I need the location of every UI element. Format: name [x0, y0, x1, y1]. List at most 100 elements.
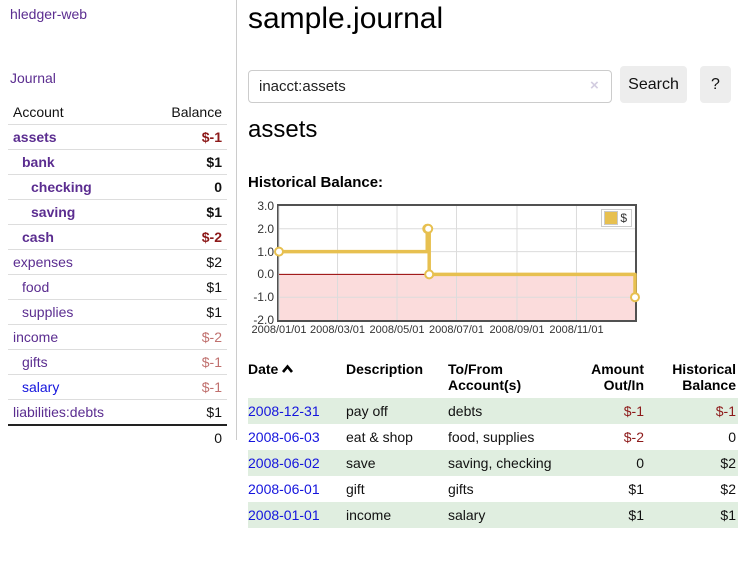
transaction-amount: 0	[636, 455, 644, 471]
amount-column-header: Amount Out/In	[591, 361, 644, 393]
y-tick-label: 3.0	[257, 199, 274, 213]
account-balance: $-1	[144, 374, 227, 400]
accounts-column-header: To/From Account(s)	[448, 361, 522, 393]
total-balance: 0	[144, 424, 227, 450]
transaction-accounts: saving, checking	[448, 455, 552, 471]
account-row: liabilities:debts $1	[8, 399, 227, 425]
clear-search-icon[interactable]: ×	[590, 77, 599, 94]
transaction-row: 2008-01-01 income salary $1 $1	[248, 502, 738, 528]
account-column-header: Account	[13, 104, 64, 120]
transaction-description: gift	[346, 481, 365, 497]
x-tick-label: 2008/11/01	[549, 324, 604, 336]
account-row: assets $-1	[8, 124, 227, 150]
transaction-balance: 0	[728, 429, 736, 445]
account-row: saving $1	[8, 199, 227, 225]
help-button[interactable]: ?	[700, 66, 731, 103]
account-balance: $2	[144, 249, 227, 275]
main-content: sample.journal × Search ? assets Histori…	[248, 0, 742, 582]
account-link[interactable]: expenses	[13, 254, 73, 270]
account-row: salary $-1	[8, 374, 227, 400]
transaction-row: 2008-12-31 pay off debts $-1 $-1	[248, 398, 738, 424]
transaction-date-link[interactable]: 2008-01-01	[248, 507, 320, 523]
search-input[interactable]	[248, 70, 612, 103]
accounts-table: Account Balance assets $-1 bank $1 check…	[8, 100, 227, 450]
x-tick-label: 2008/09/01	[489, 324, 545, 336]
description-column-header: Description	[346, 361, 424, 377]
date-header-label: Date	[248, 361, 279, 377]
transaction-amount: $-1	[623, 403, 644, 419]
x-tick-label: 2008/07/01	[428, 324, 485, 336]
account-link[interactable]: checking	[31, 179, 92, 195]
transaction-amount: $-2	[623, 429, 644, 445]
chart-canvas	[274, 206, 640, 320]
account-row: supplies $1	[8, 299, 227, 325]
account-balance: $1	[144, 149, 227, 175]
transaction-date-link[interactable]: 2008-06-01	[248, 481, 320, 497]
x-tick-label: 2008/05/01	[369, 324, 425, 336]
transaction-balance: $2	[720, 455, 736, 471]
account-balance: $-1	[144, 349, 227, 375]
legend-swatch-icon	[604, 211, 619, 225]
search-button[interactable]: Search	[620, 66, 687, 103]
account-balance: $-2	[144, 324, 227, 350]
transaction-description: save	[346, 455, 376, 471]
transaction-amount: $1	[628, 507, 644, 523]
account-row: bank $1	[8, 149, 227, 175]
transaction-balance: $1	[720, 507, 736, 523]
sidebar-item-journal[interactable]: Journal	[10, 70, 56, 86]
account-link[interactable]: cash	[22, 229, 54, 245]
account-row: cash $-2	[8, 224, 227, 250]
account-heading: assets	[248, 116, 318, 143]
chart-heading: Historical Balance:	[248, 174, 384, 191]
transaction-accounts: salary	[448, 507, 486, 523]
transaction-row: 2008-06-01 gift gifts $1 $2	[248, 476, 738, 502]
transaction-date-link[interactable]: 2008-12-31	[248, 403, 320, 419]
transaction-balance: $-1	[715, 403, 736, 419]
account-link[interactable]: bank	[22, 154, 55, 170]
accounts-table-header: Account Balance	[8, 100, 227, 125]
x-tick-label: 2008/03/01	[309, 324, 366, 336]
account-link[interactable]: salary	[22, 379, 60, 395]
balance-column-header: Balance	[171, 104, 222, 120]
transaction-row: 2008-06-03 eat & shop food, supplies $-2…	[248, 424, 738, 450]
account-balance: $1	[144, 199, 227, 225]
transaction-date-link[interactable]: 2008-06-02	[248, 455, 320, 471]
chart-legend: $	[601, 209, 632, 227]
transaction-balance: $2	[720, 481, 736, 497]
account-row: checking 0	[8, 174, 227, 200]
transaction-row: 2008-06-02 save saving, checking 0 $2	[248, 450, 738, 476]
transaction-description: eat & shop	[346, 429, 413, 445]
y-tick-label: 1.0	[257, 244, 274, 259]
x-tick-label: 2008/01/01	[251, 324, 307, 336]
y-tick-label: 0.0	[257, 267, 274, 282]
account-row: gifts $-1	[8, 349, 227, 375]
account-balance: $-2	[144, 224, 227, 250]
account-link[interactable]: saving	[31, 204, 76, 220]
date-column-header[interactable]: Date	[248, 356, 346, 398]
transaction-description: pay off	[346, 403, 388, 419]
account-row: expenses $2	[8, 249, 227, 275]
account-link[interactable]: liabilities:debts	[13, 404, 105, 420]
account-row: income $-2	[8, 324, 227, 350]
y-tick-label: 2.0	[257, 221, 274, 236]
account-balance: $1	[144, 399, 227, 425]
historical-balance-chart: 3.0 2.0 1.0 0.0 -1.0 -2.0 $ 2008/01/01 2008/03…	[248, 198, 688, 346]
account-link[interactable]: supplies	[22, 304, 74, 320]
spacer-cell	[8, 424, 145, 450]
balance-column-header: Historical Balance	[672, 361, 736, 393]
account-link[interactable]: assets	[13, 129, 57, 145]
transaction-amount: $1	[628, 481, 644, 497]
app-title-link[interactable]: hledger-web	[10, 6, 88, 22]
transaction-date-link[interactable]: 2008-06-03	[248, 429, 320, 445]
account-link[interactable]: food	[22, 279, 50, 295]
transaction-accounts: gifts	[448, 481, 474, 497]
account-link[interactable]: gifts	[22, 354, 48, 370]
register-header-row: Date Description To/From Account(s) Amou…	[248, 356, 738, 398]
account-link[interactable]: income	[13, 329, 59, 345]
transaction-description: income	[346, 507, 392, 523]
legend-label: $	[620, 211, 627, 225]
accounts-total-row: 0	[8, 424, 227, 450]
transaction-accounts: food, supplies	[448, 429, 535, 445]
sort-ascending-icon	[281, 362, 294, 378]
transaction-accounts: debts	[448, 403, 483, 419]
